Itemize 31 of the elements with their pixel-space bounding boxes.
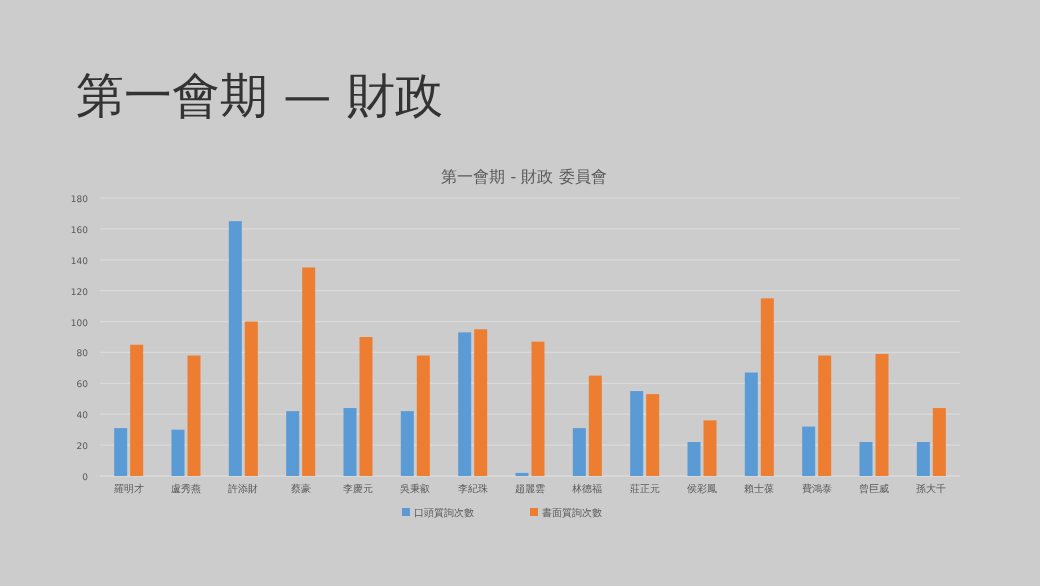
bar (130, 344, 144, 476)
bar (458, 332, 472, 476)
bar (416, 355, 430, 476)
bar (359, 337, 373, 476)
bar (760, 298, 774, 476)
bar (228, 221, 242, 476)
bar (572, 428, 586, 476)
bar (114, 428, 128, 476)
bar (474, 329, 488, 476)
bar (818, 355, 832, 476)
bar (302, 267, 316, 476)
bar (343, 408, 357, 476)
bar (859, 442, 873, 476)
bar (916, 442, 930, 476)
bar (703, 420, 717, 476)
bar (630, 391, 644, 476)
bar (244, 321, 258, 476)
bar (646, 394, 660, 476)
bar (932, 408, 946, 476)
bar (400, 411, 414, 476)
bar (802, 426, 816, 476)
bar (588, 375, 602, 476)
bar (171, 429, 185, 476)
bar (286, 411, 300, 476)
bar (687, 442, 701, 476)
chart-subtitle: 第一會期 - 財政 委員會 (441, 168, 607, 186)
bar (187, 355, 201, 476)
bar (744, 372, 758, 476)
chart-title: 第一會期 — 財政 (76, 68, 443, 124)
bar (875, 353, 889, 476)
bar (531, 341, 545, 476)
